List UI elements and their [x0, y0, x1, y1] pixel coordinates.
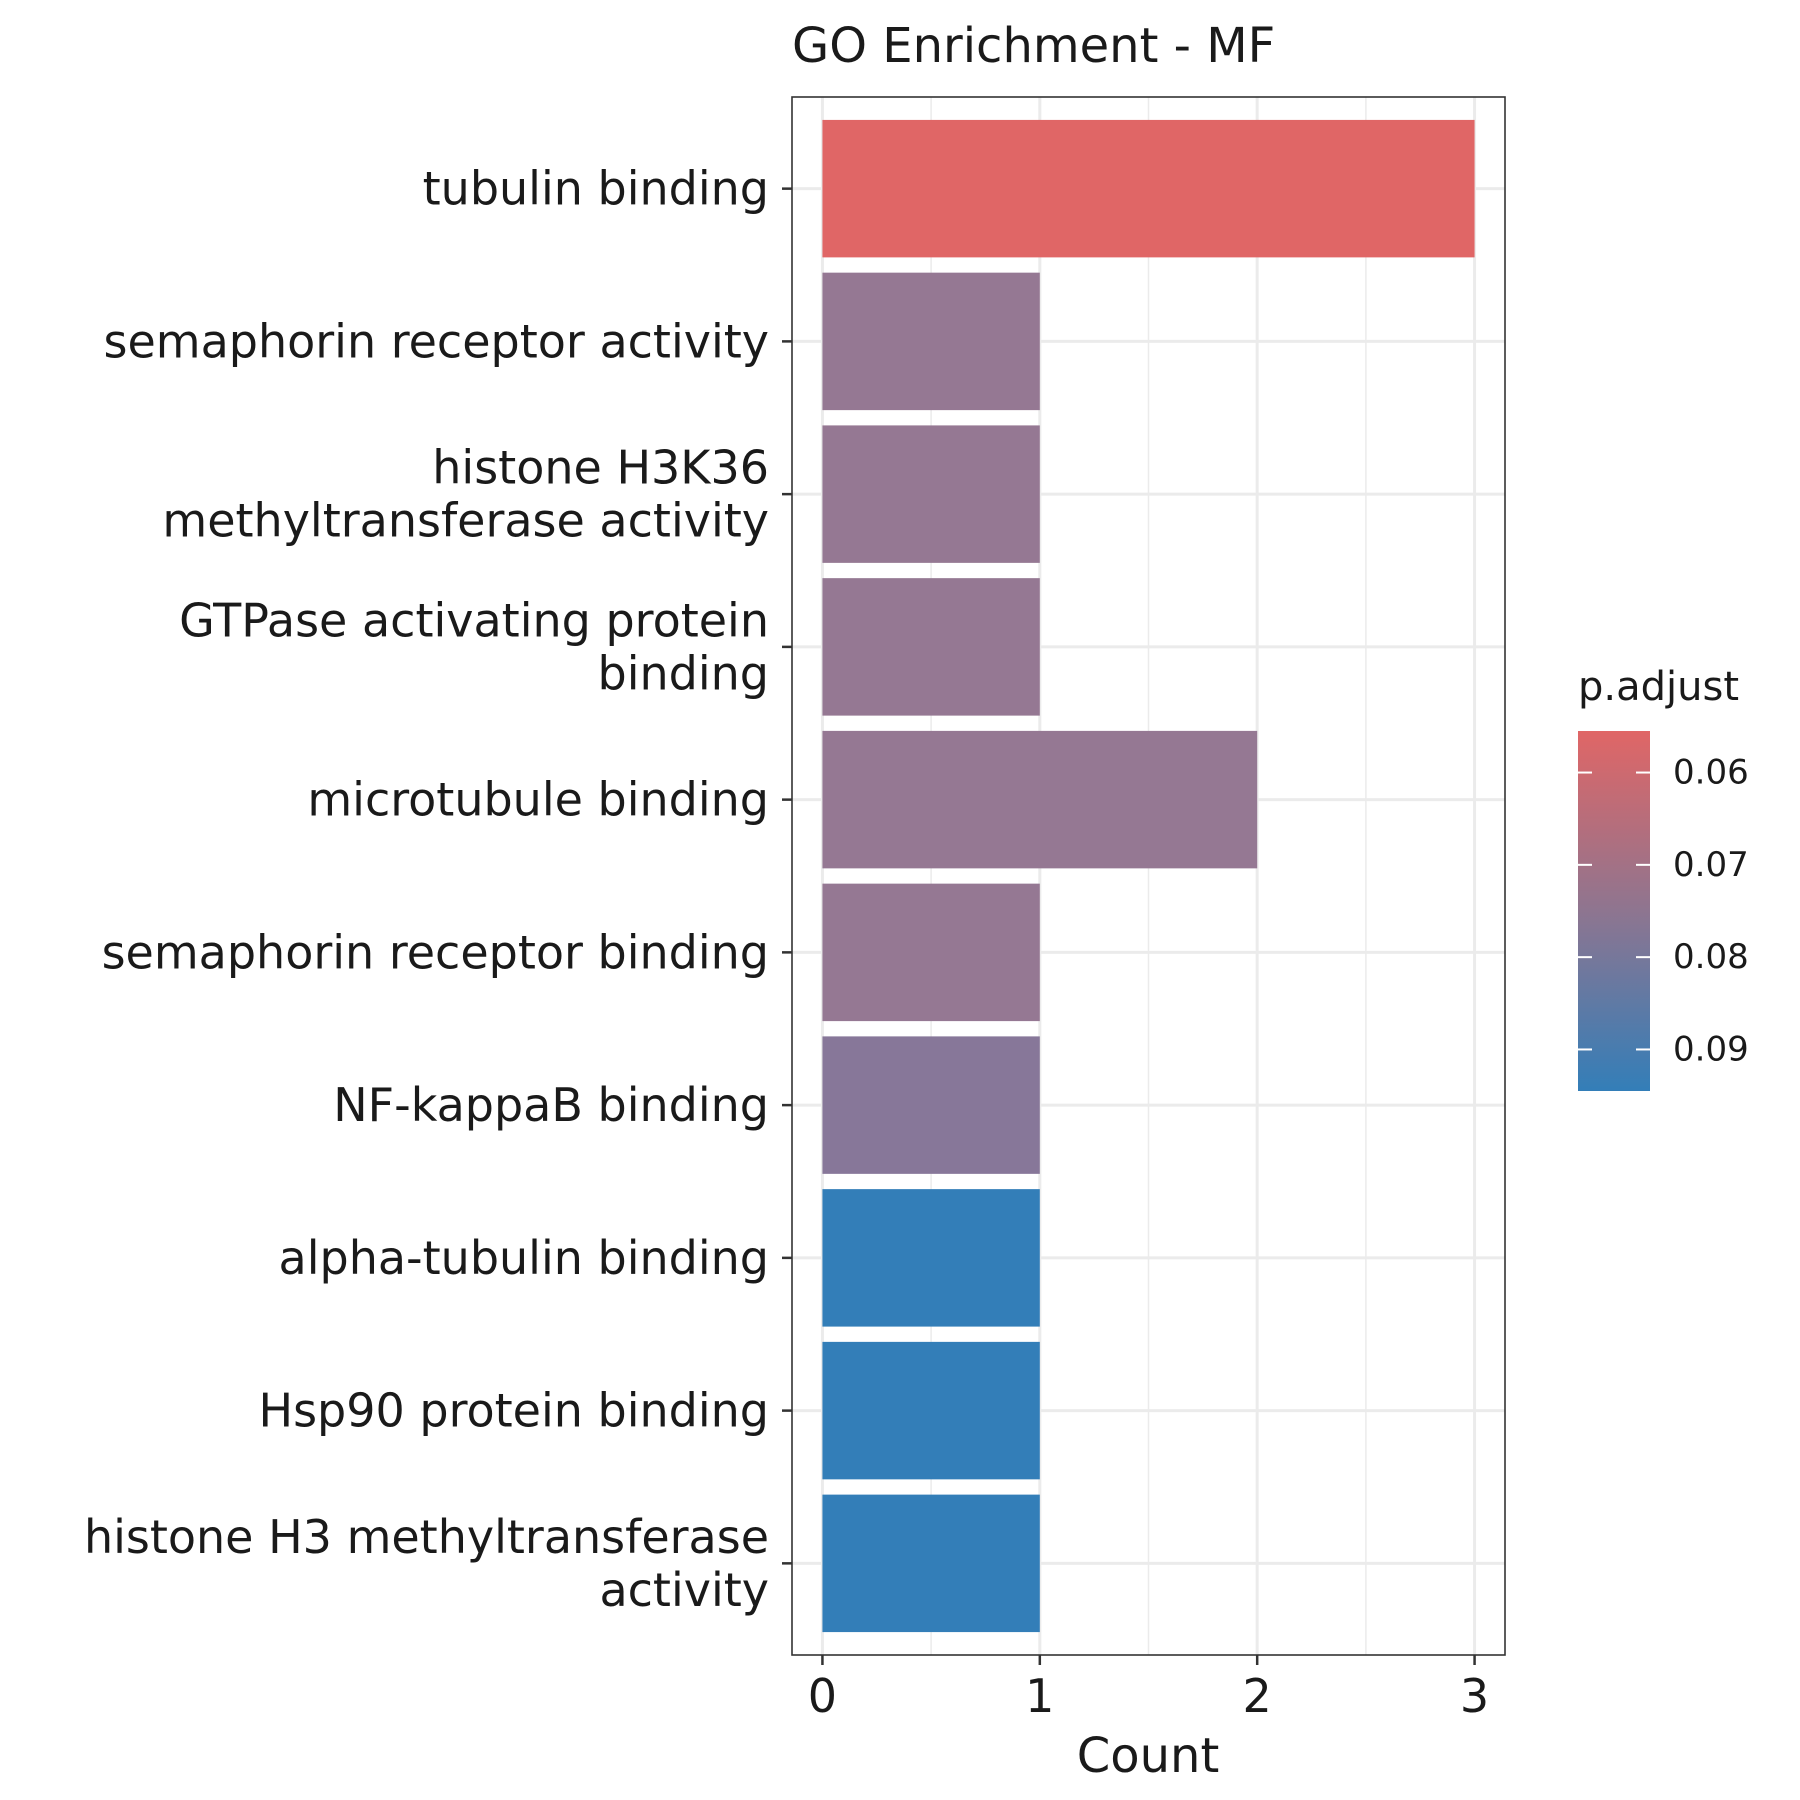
- legend-tick-label: 0.06: [1673, 753, 1749, 793]
- legend-tick-label: 0.09: [1673, 1029, 1749, 1069]
- y-axis: tubulin binding semaphorin receptor activ…: [84, 162, 792, 1617]
- bar: [822, 730, 1258, 869]
- y-tick-label: histone H3 methyltransferase: [84, 1510, 769, 1564]
- legend-tick-label: 0.08: [1673, 937, 1749, 977]
- bar: [822, 425, 1040, 563]
- y-tick-label: NF-kappaB binding: [333, 1078, 769, 1132]
- y-tick-label: binding: [598, 646, 769, 700]
- bar: [822, 119, 1475, 258]
- legend-tick-label: 0.07: [1673, 845, 1749, 885]
- x-tick-label: 0: [808, 1669, 837, 1723]
- bars: [822, 119, 1475, 1633]
- legend: p.adjust 0.06 0.07 0.08 0.09: [1578, 664, 1749, 1091]
- legend-colorbar: [1578, 731, 1650, 1091]
- y-tick-label: activity: [599, 1563, 769, 1617]
- y-tick-label: GTPase activating protein: [179, 593, 769, 647]
- bar: [822, 1036, 1040, 1174]
- y-tick-label: microtubule binding: [307, 773, 769, 827]
- y-tick-label: semaphorin receptor binding: [102, 925, 769, 979]
- legend-ticks: 0.06 0.07 0.08 0.09: [1578, 753, 1749, 1069]
- y-tick-label: histone H3K36: [432, 441, 769, 495]
- chart-title: GO Enrichment - MF: [792, 18, 1275, 74]
- x-axis-title: Count: [1077, 1728, 1220, 1784]
- x-tick-label: 2: [1243, 1669, 1272, 1723]
- plot-border: [791, 96, 1506, 1656]
- y-tick-label: tubulin binding: [423, 162, 769, 216]
- x-tick-label: 3: [1460, 1669, 1489, 1723]
- bar: [822, 1494, 1040, 1633]
- x-tick-label: 1: [1025, 1669, 1054, 1723]
- bar: [822, 1341, 1040, 1480]
- bar: [822, 883, 1040, 1022]
- y-tick-label: alpha-tubulin binding: [279, 1231, 769, 1285]
- bar: [822, 1189, 1040, 1327]
- y-tick-label: Hsp90 protein binding: [258, 1384, 769, 1438]
- x-axis: 0 1 2 3: [808, 1655, 1489, 1723]
- bar: [822, 578, 1040, 716]
- bar: [822, 272, 1040, 411]
- y-tick-label: semaphorin receptor activity: [104, 314, 770, 368]
- y-tick-label: methyltransferase activity: [162, 494, 769, 548]
- legend-title: p.adjust: [1578, 664, 1739, 710]
